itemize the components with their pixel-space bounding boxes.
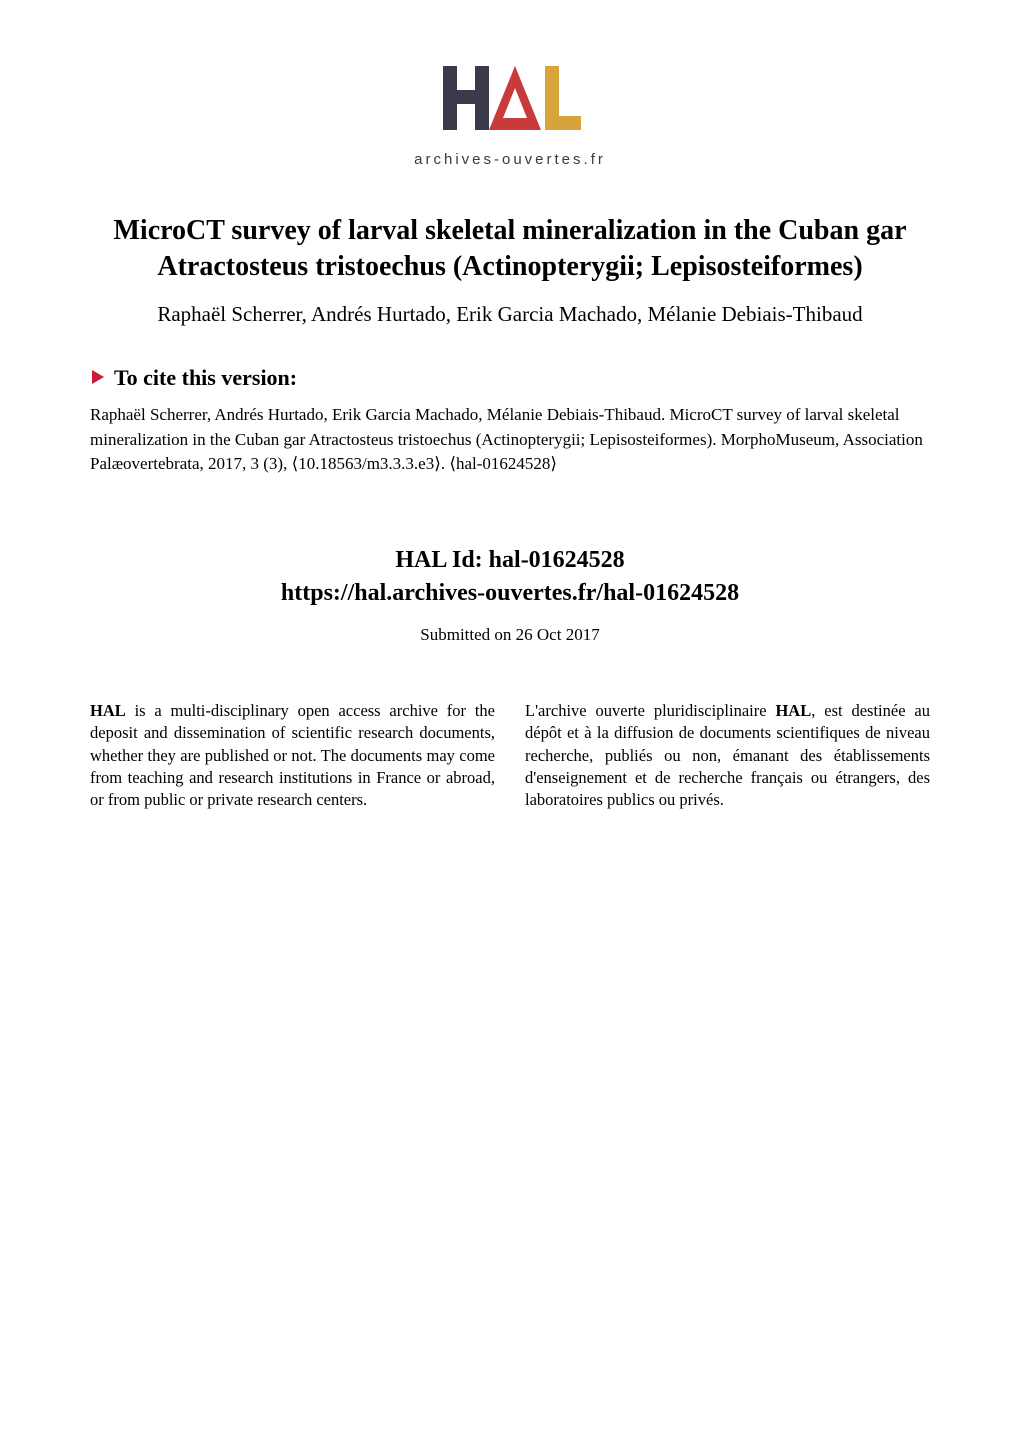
cite-heading: To cite this version: bbox=[90, 365, 930, 391]
logo-brand-text: archives-ouvertes.fr bbox=[90, 151, 930, 168]
description-columns: HAL is a multi-disciplinary open access … bbox=[90, 700, 930, 811]
hal-url[interactable]: https://hal.archives-ouvertes.fr/hal-016… bbox=[90, 580, 930, 607]
description-right: L'archive ouverte pluridisciplinaire HAL… bbox=[525, 700, 930, 811]
citation-text: Raphaël Scherrer, Andrés Hurtado, Erik G… bbox=[90, 403, 930, 477]
hal-id: HAL Id: hal-01624528 bbox=[90, 547, 930, 574]
description-left: HAL is a multi-disciplinary open access … bbox=[90, 700, 495, 811]
hal-logo-block: archives-ouvertes.fr bbox=[90, 60, 930, 168]
hal-id-block: HAL Id: hal-01624528 https://hal.archive… bbox=[90, 547, 930, 607]
hal-logo-icon bbox=[435, 60, 585, 153]
paper-title: MicroCT survey of larval skeletal minera… bbox=[110, 213, 910, 286]
authors: Raphaël Scherrer, Andrés Hurtado, Erik G… bbox=[130, 300, 890, 329]
submitted-date: Submitted on 26 Oct 2017 bbox=[90, 625, 930, 645]
cite-heading-text: To cite this version: bbox=[114, 365, 297, 391]
triangle-right-icon bbox=[90, 365, 106, 391]
